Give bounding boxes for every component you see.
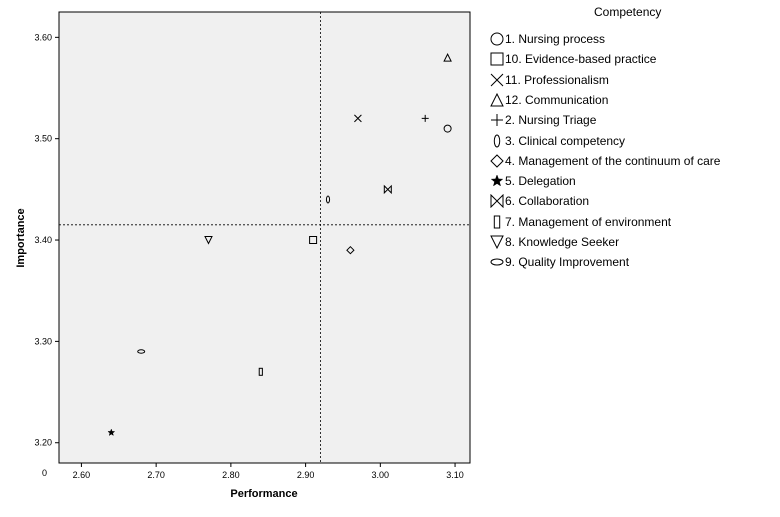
legend-label: 10. Evidence-based practice: [505, 52, 657, 67]
legend-item-8-knowledge-seeker: 8. Knowledge Seeker: [490, 232, 619, 252]
x-axis-title: Performance: [230, 488, 297, 500]
data-point-12-communication: [443, 52, 452, 62]
legend-item-1-nursing-process: 1. Nursing process: [490, 29, 605, 49]
y-tick-label: 3.20: [34, 438, 52, 448]
x-tick-label: 2.60: [73, 470, 91, 480]
legend-title: Competency: [594, 5, 662, 19]
legend-label: 1. Nursing process: [505, 32, 606, 46]
legend-label: 9. Quality Improvement: [505, 255, 630, 270]
legend-item-10-evidence-based-practice: 10. Evidence-based practice: [490, 49, 656, 69]
data-point-1-nursing-process: [443, 124, 452, 133]
x-tick-label: 2.70: [147, 470, 165, 480]
legend-item-9-quality-improvement: 9. Quality Improvement: [490, 252, 629, 272]
y-tick-label: 3.40: [34, 235, 52, 245]
x-tick-label: 3.00: [372, 470, 390, 480]
legend-item-7-management-of-environment: 7. Management of environment: [490, 212, 671, 232]
legend-marker-icon: [490, 52, 504, 66]
legend-marker-icon: [490, 32, 504, 46]
legend-label: 7. Management of environment: [505, 214, 672, 229]
legend-marker-icon: [490, 235, 504, 249]
legend-item-12-communication: 12. Communication: [490, 90, 608, 110]
data-point-2-nursing-triage: [421, 114, 429, 122]
legend-label: 5. Delegation: [505, 174, 576, 189]
legend-item-3-clinical-competency: 3. Clinical competency: [490, 131, 625, 151]
legend-item-6-collaboration: 6. Collaboration: [490, 191, 589, 211]
legend-label: 12. Communication: [505, 92, 609, 107]
legend-label: 4. Management of the continuum of care: [505, 153, 721, 168]
x-tick-label: 2.90: [297, 470, 315, 480]
y-tick-label: 3.60: [34, 32, 52, 42]
y-tick-label: 3.50: [34, 134, 52, 144]
data-point-6-collaboration: [383, 184, 392, 195]
legend-item-11-professionalism: 11. Professionalism: [490, 70, 609, 90]
legend-item-2-nursing-triage: 2. Nursing Triage: [490, 110, 596, 130]
x-tick-label: 2.80: [222, 470, 240, 480]
legend-marker-icon: [490, 73, 504, 86]
data-point-3-clinical-competency: [325, 195, 331, 204]
legend-marker-icon: [490, 154, 504, 168]
legend-label: 3. Clinical competency: [505, 133, 626, 148]
legend-marker-icon: [490, 194, 504, 209]
plot-area: [58, 11, 471, 464]
data-point-9-quality-improvement: [137, 349, 146, 354]
y-axis-title: Importance: [15, 208, 27, 267]
legend-marker-icon: [493, 215, 501, 229]
legend-label: 8. Knowledge Seeker: [505, 235, 620, 249]
legend-marker-icon: [490, 174, 504, 187]
data-point-5-delegation: [107, 428, 116, 437]
data-point-11-professionalism: [354, 114, 362, 123]
legend-label: 11. Professionalism: [505, 72, 609, 87]
x-tick-label: 3.10: [446, 470, 464, 480]
data-point-8-knowledge-seeker: [204, 236, 213, 245]
data-point-7-management-of-environment: [258, 367, 263, 376]
y-axis-corner-label: 0: [42, 468, 47, 478]
legend-marker-icon: [493, 134, 501, 147]
legend-marker-icon: [490, 92, 504, 107]
data-point-10-evidence-based-practice: [309, 236, 318, 244]
legend-label: 2. Nursing Triage: [505, 113, 597, 128]
legend-marker-icon: [491, 114, 503, 127]
legend-marker-icon: [490, 258, 504, 266]
legend-item-5-delegation: 5. Delegation: [490, 171, 576, 191]
legend-item-4-management-of-the-continuum-of-care: 4. Management of the continuum of care: [490, 151, 720, 171]
y-tick-label: 3.30: [34, 336, 52, 346]
data-point-4-management-of-the-continuum-of-care: [346, 245, 355, 255]
legend-label: 6. Collaboration: [505, 194, 590, 209]
